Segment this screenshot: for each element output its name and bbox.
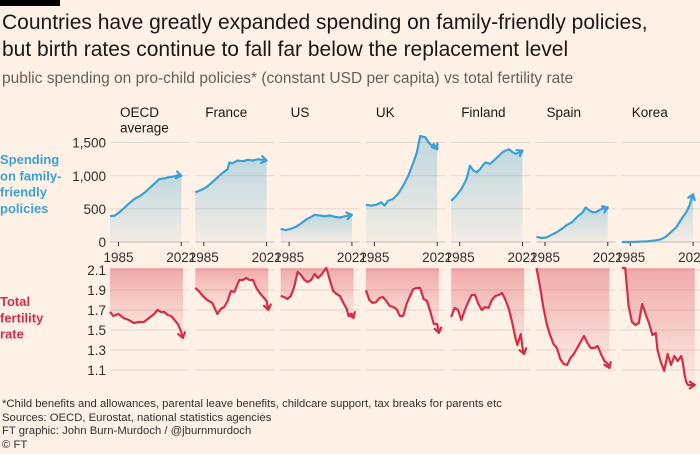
fertility-line bbox=[450, 291, 526, 355]
panel-france: France 1985 2022 bbox=[189, 105, 282, 371]
panel-us: US 1985 2022 bbox=[274, 105, 367, 371]
spending-arrowhead bbox=[345, 211, 353, 221]
fertility-arrowhead bbox=[177, 331, 186, 340]
spending-line bbox=[194, 158, 267, 194]
spending-row-label: on family- bbox=[0, 168, 61, 183]
spending-line bbox=[621, 193, 695, 244]
spending-arrowhead bbox=[600, 205, 609, 214]
fertility-area bbox=[110, 268, 183, 338]
panel-finland: Finland 1985 2022 bbox=[445, 105, 538, 371]
panel-label: Finland bbox=[461, 105, 505, 120]
fertility-y-tick-label: 1.3 bbox=[87, 343, 106, 358]
copyright: © FT bbox=[2, 438, 28, 451]
chart-subtitle: public spending on pro-child policies* (… bbox=[2, 70, 574, 87]
panel-label: UK bbox=[376, 105, 395, 120]
spending-line bbox=[450, 148, 524, 202]
spending-row-label: Spending bbox=[0, 152, 59, 167]
ft-brand-bar bbox=[0, 0, 60, 6]
x-tick-label: 1985 bbox=[530, 250, 560, 265]
footnote: *Child benefits and allowances, parental… bbox=[2, 398, 502, 410]
fertility-area bbox=[621, 268, 695, 385]
fertility-arrowhead bbox=[433, 326, 443, 335]
spending-line bbox=[536, 206, 609, 240]
spending-y-tick-label: 0 bbox=[98, 235, 106, 250]
spending-line bbox=[280, 213, 353, 232]
panel-label: average bbox=[120, 121, 169, 136]
fertility-y-tick-label: 1.1 bbox=[87, 363, 106, 378]
panel-label: US bbox=[291, 105, 310, 120]
panel-spain: Spain 1985 2022 bbox=[530, 105, 623, 371]
fertility-line bbox=[280, 266, 355, 319]
fertility-arrowhead bbox=[347, 311, 356, 320]
spending-line bbox=[109, 174, 182, 218]
fertility-area bbox=[365, 268, 439, 333]
fertility-line bbox=[621, 266, 695, 387]
panel-label: Spain bbox=[547, 105, 582, 120]
fertility-area bbox=[536, 268, 610, 368]
fertility-y-tick-label: 1.5 bbox=[87, 323, 106, 338]
chart-notes: *Child benefits and allowances, parental… bbox=[2, 398, 502, 452]
spending-area bbox=[195, 159, 267, 242]
x-tick-label: 1985 bbox=[189, 250, 219, 265]
graphic-credit: FT graphic: John Burn-Murdoch / @jburnmu… bbox=[2, 425, 252, 438]
spending-y-tick-label: 500 bbox=[83, 202, 106, 217]
x-tick-label: 2022 bbox=[678, 250, 700, 265]
spending-row-label: friendly bbox=[0, 185, 48, 200]
chart-title-line-2: but birth rates continue to fall far bel… bbox=[2, 38, 569, 61]
x-tick-label: 1985 bbox=[615, 250, 645, 265]
chart-title: Countries have greatly expanded spending… bbox=[2, 9, 692, 63]
x-tick-label: 2022 bbox=[337, 250, 367, 265]
fertility-arrowhead bbox=[688, 380, 696, 390]
x-tick-label: 2022 bbox=[422, 250, 452, 265]
spending-area bbox=[536, 207, 608, 242]
spending-row-label: policies bbox=[0, 201, 48, 216]
spending-line bbox=[365, 134, 439, 207]
fertility-y-tick-label: 2.1 bbox=[87, 263, 106, 278]
spending-arrowhead bbox=[430, 142, 439, 151]
fertility-row-label: Total bbox=[0, 294, 30, 309]
panel-uk: UK 1985 2022 bbox=[359, 105, 452, 371]
chart-title-line-1: Countries have greatly expanded spending… bbox=[2, 11, 648, 34]
small-multiples-chart: 0 500 1,000 1,500 1.1 1.3 1.5 1.7 1.9 2.1 Spending… bbox=[0, 105, 700, 390]
spending-arrowhead bbox=[515, 149, 524, 158]
fertility-area bbox=[451, 268, 525, 354]
spending-arrowhead bbox=[174, 170, 183, 180]
fertility-y-tick-label: 1.7 bbox=[87, 303, 106, 318]
panel-label: OECD bbox=[120, 105, 159, 120]
spending-y-tick-label: 1,000 bbox=[72, 169, 106, 184]
fertility-arrowhead bbox=[263, 303, 272, 312]
panel-korea: Korea 1985 2022 bbox=[615, 105, 700, 390]
fertility-area bbox=[280, 268, 354, 318]
spending-arrowhead bbox=[260, 155, 268, 164]
panel-label: Korea bbox=[632, 105, 669, 120]
x-tick-label: 2022 bbox=[166, 250, 196, 265]
fertility-line bbox=[194, 276, 270, 316]
fertility-arrowhead bbox=[603, 361, 612, 370]
spending-area bbox=[280, 214, 352, 242]
spending-area bbox=[110, 175, 182, 242]
fertility-row-label: fertility bbox=[0, 310, 44, 325]
spending-area bbox=[621, 194, 694, 242]
x-tick-label: 1985 bbox=[359, 250, 389, 265]
x-tick-label: 2022 bbox=[252, 250, 282, 265]
fertility-row-label: rate bbox=[0, 327, 24, 342]
fertility-arrowhead bbox=[518, 347, 528, 356]
fertility-line bbox=[535, 267, 611, 369]
sources: Sources: OECD, Eurostat, national statis… bbox=[2, 411, 272, 424]
x-tick-label: 2022 bbox=[507, 250, 537, 265]
x-tick-label: 1985 bbox=[445, 250, 475, 265]
fertility-y-tick-label: 1.9 bbox=[87, 283, 106, 298]
x-tick-label: 1985 bbox=[274, 250, 304, 265]
spending-y-tick-label: 1,500 bbox=[72, 136, 106, 151]
spending-arrowhead bbox=[687, 193, 696, 202]
panel-label: France bbox=[205, 105, 247, 120]
x-tick-label: 2022 bbox=[593, 250, 623, 265]
x-tick-label: 1985 bbox=[103, 250, 133, 265]
fertility-line bbox=[109, 308, 185, 339]
fertility-line bbox=[364, 286, 440, 334]
